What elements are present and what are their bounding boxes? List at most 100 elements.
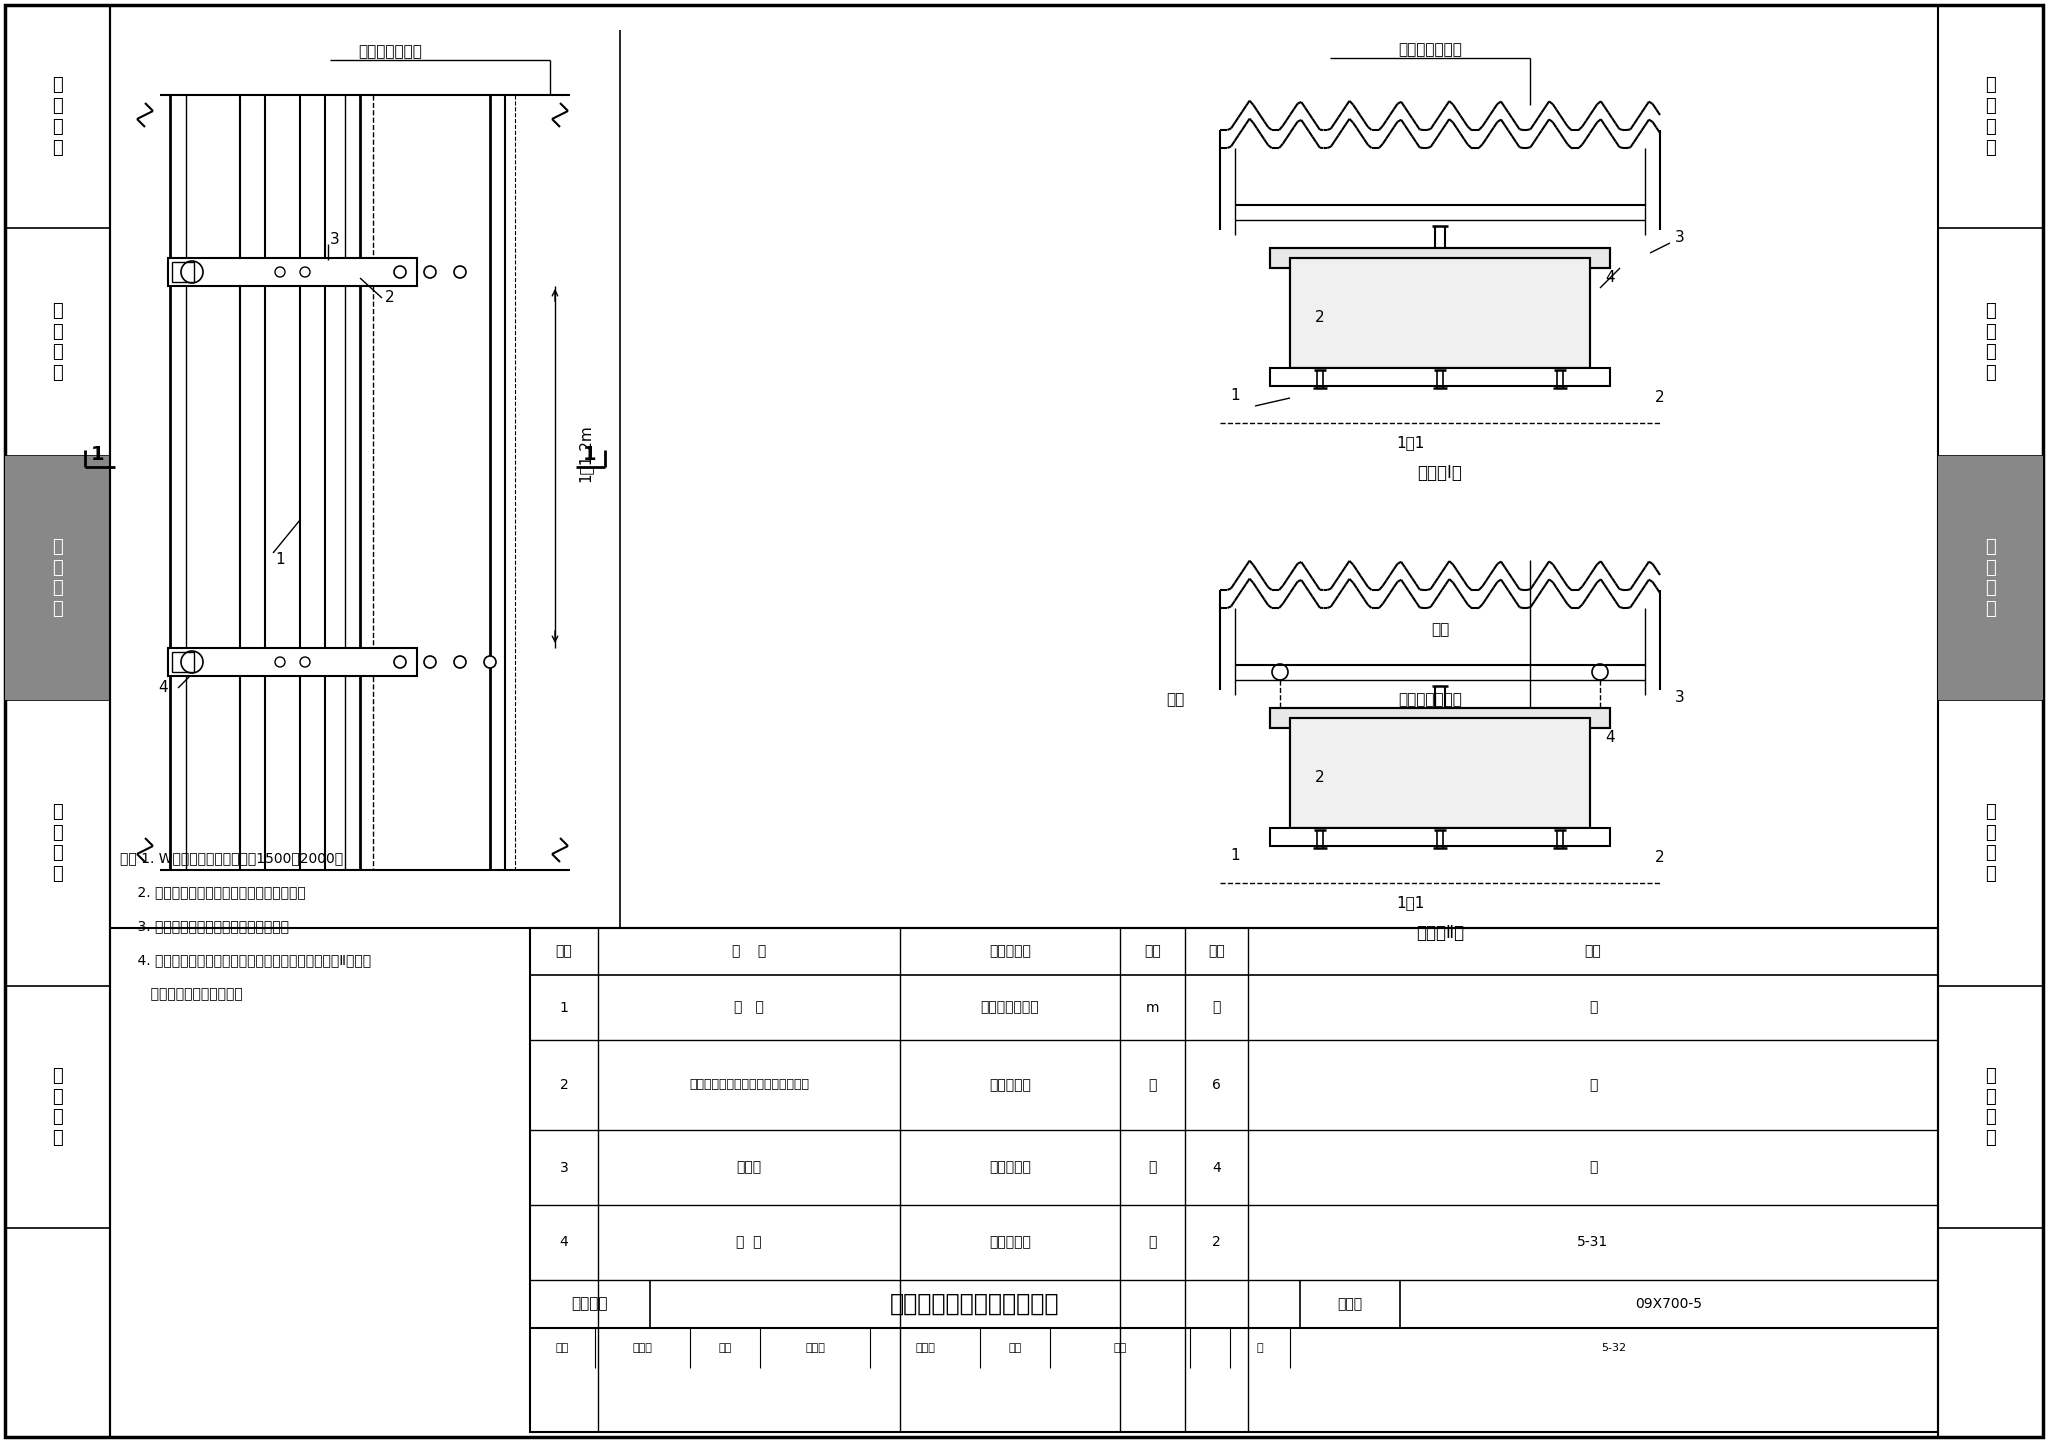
Text: 校对: 校对 (719, 1343, 731, 1353)
Circle shape (455, 265, 467, 278)
Circle shape (299, 267, 309, 277)
Text: 审核: 审核 (555, 1343, 569, 1353)
Text: 防
雷
接
地: 防 雷 接 地 (1985, 1067, 1997, 1148)
Text: 图集号: 图集号 (1337, 1296, 1362, 1311)
Text: 4: 4 (1606, 731, 1614, 746)
Text: 波谷: 波谷 (1432, 623, 1450, 637)
Text: －: － (1589, 1079, 1597, 1092)
Text: 1: 1 (274, 552, 285, 568)
Bar (1270, 828, 1610, 846)
Text: 缆
线
敞
设: 缆 线 敞 设 (1985, 538, 1997, 619)
Text: 1－1: 1－1 (1397, 435, 1423, 450)
Text: 套: 套 (1149, 1079, 1157, 1092)
Circle shape (424, 265, 436, 278)
Text: 1－1: 1－1 (1397, 895, 1423, 910)
Text: 托架的长度由现场确定。: 托架的长度由现场确定。 (121, 986, 244, 1001)
Text: 1～1.2m: 1～1.2m (578, 424, 592, 482)
Text: 施工单位选: 施工单位选 (989, 1161, 1030, 1174)
Text: 2: 2 (1212, 1236, 1221, 1250)
Text: 2: 2 (559, 1079, 569, 1092)
Bar (1937, 456, 2044, 699)
Circle shape (483, 656, 496, 668)
Text: 4. 当线槽的宽度与波谷宽度値不协调时，宜采用方案Ⅱ施工，: 4. 当线槽的宽度与波谷宽度値不协调时，宜采用方案Ⅱ施工， (121, 953, 371, 968)
Text: 4: 4 (559, 1236, 569, 1250)
Text: 2: 2 (1315, 310, 1325, 326)
Text: 防
雷
接
地: 防 雷 接 地 (51, 1067, 63, 1148)
Bar (1290, 258, 1589, 368)
Text: 设
备
安
装: 设 备 安 装 (51, 803, 63, 883)
Text: 夹芯彩钢板墙体: 夹芯彩钢板墙体 (358, 45, 422, 59)
Text: 设计: 设计 (1008, 1343, 1022, 1353)
Text: 2: 2 (385, 290, 395, 306)
Text: 型号及规格: 型号及规格 (989, 945, 1030, 959)
Bar (1270, 368, 1610, 386)
Text: 由工程设计确定: 由工程设计确定 (981, 1001, 1038, 1015)
Text: 5-32: 5-32 (1602, 1343, 1626, 1353)
Text: 名    称: 名 称 (731, 945, 766, 959)
Text: 供
电
电
源: 供 电 电 源 (1985, 301, 1997, 382)
Bar (1290, 258, 1589, 368)
Text: 6: 6 (1212, 1079, 1221, 1092)
Bar (1270, 708, 1610, 728)
Text: 个: 个 (1149, 1161, 1157, 1174)
Text: 2. 当线槽固定在墙梁上时可采用自攻螺钉。: 2. 当线槽固定在墙梁上时可采用自攻螺钉。 (121, 885, 305, 898)
Text: 孙兰: 孙兰 (1114, 1343, 1126, 1353)
Text: 注： 1. W为线槽宽，托架间距为1500～2000。: 注： 1. W为线槽宽，托架间距为1500～2000。 (121, 851, 344, 865)
Text: 5-31: 5-31 (1577, 1236, 1608, 1250)
Circle shape (299, 658, 309, 668)
Bar (172, 262, 195, 283)
Text: 闫惠军: 闫惠军 (805, 1343, 825, 1353)
Text: 供
电
电
源: 供 电 电 源 (51, 301, 63, 382)
Text: 缆线敞设: 缆线敞设 (571, 1296, 608, 1312)
Circle shape (455, 656, 467, 668)
Text: 设
备
安
装: 设 备 安 装 (1985, 803, 1997, 883)
Text: 缆
线
敞
设: 缆 线 敞 设 (51, 538, 63, 619)
Text: 闫之平: 闫之平 (915, 1343, 936, 1353)
Text: （方案Ⅱ）: （方案Ⅱ） (1415, 924, 1464, 942)
Text: 1: 1 (559, 1001, 569, 1015)
Text: 陈御平: 陈御平 (633, 1343, 653, 1353)
Text: 数量: 数量 (1208, 945, 1225, 959)
Bar (172, 652, 195, 672)
Text: 金属线槽沿彩钑板垂直安装: 金属线槽沿彩钑板垂直安装 (891, 1292, 1059, 1317)
Text: 夹芯彩钢板墙体: 夹芯彩钢板墙体 (1399, 42, 1462, 58)
Circle shape (274, 267, 285, 277)
Text: 1: 1 (584, 446, 596, 464)
Bar (1270, 708, 1610, 728)
Text: 拉铆钉: 拉铆钉 (737, 1161, 762, 1174)
Text: 1: 1 (92, 446, 104, 464)
Text: 页: 页 (1257, 1343, 1264, 1353)
Bar (1270, 248, 1610, 268)
Text: 半圆头螺栓、螺母、弹簧帪圈、帪片: 半圆头螺栓、螺母、弹簧帪圈、帪片 (688, 1079, 809, 1092)
Text: 2: 2 (1315, 770, 1325, 786)
Circle shape (424, 656, 436, 668)
Text: 施工单位选: 施工单位选 (989, 1236, 1030, 1250)
Bar (1290, 718, 1589, 828)
Text: －: － (1212, 1001, 1221, 1015)
Text: 个: 个 (1149, 1236, 1157, 1250)
Text: 4: 4 (158, 681, 168, 695)
Text: 3: 3 (1675, 691, 1686, 705)
Text: 备注: 备注 (1585, 945, 1602, 959)
Text: 夹芯彩钢板墙体: 夹芯彩钢板墙体 (1399, 692, 1462, 708)
Text: 机
房
工
程: 机 房 工 程 (51, 76, 63, 157)
Text: 3: 3 (559, 1161, 569, 1174)
Text: 2: 2 (1655, 391, 1665, 405)
Bar (168, 258, 418, 286)
Text: 3. 拉铆钉的选用应满足安装强度要求。: 3. 拉铆钉的选用应满足安装强度要求。 (121, 919, 289, 933)
Text: 机
房
工
程: 机 房 工 程 (1985, 76, 1997, 157)
Text: 1: 1 (1231, 388, 1239, 404)
Bar (530, 929, 1937, 1432)
Text: 3: 3 (330, 232, 340, 248)
Text: 1: 1 (1231, 848, 1239, 864)
Text: 施工单位选: 施工单位选 (989, 1079, 1030, 1092)
Bar (168, 647, 418, 676)
Bar (4, 456, 111, 699)
Text: 单位: 单位 (1145, 945, 1161, 959)
Text: 4: 4 (1212, 1161, 1221, 1174)
Text: （方案Ⅰ）: （方案Ⅰ） (1417, 464, 1462, 482)
Circle shape (393, 656, 406, 668)
Circle shape (274, 658, 285, 668)
Bar (1270, 248, 1610, 268)
Text: 波峰: 波峰 (1165, 692, 1184, 708)
